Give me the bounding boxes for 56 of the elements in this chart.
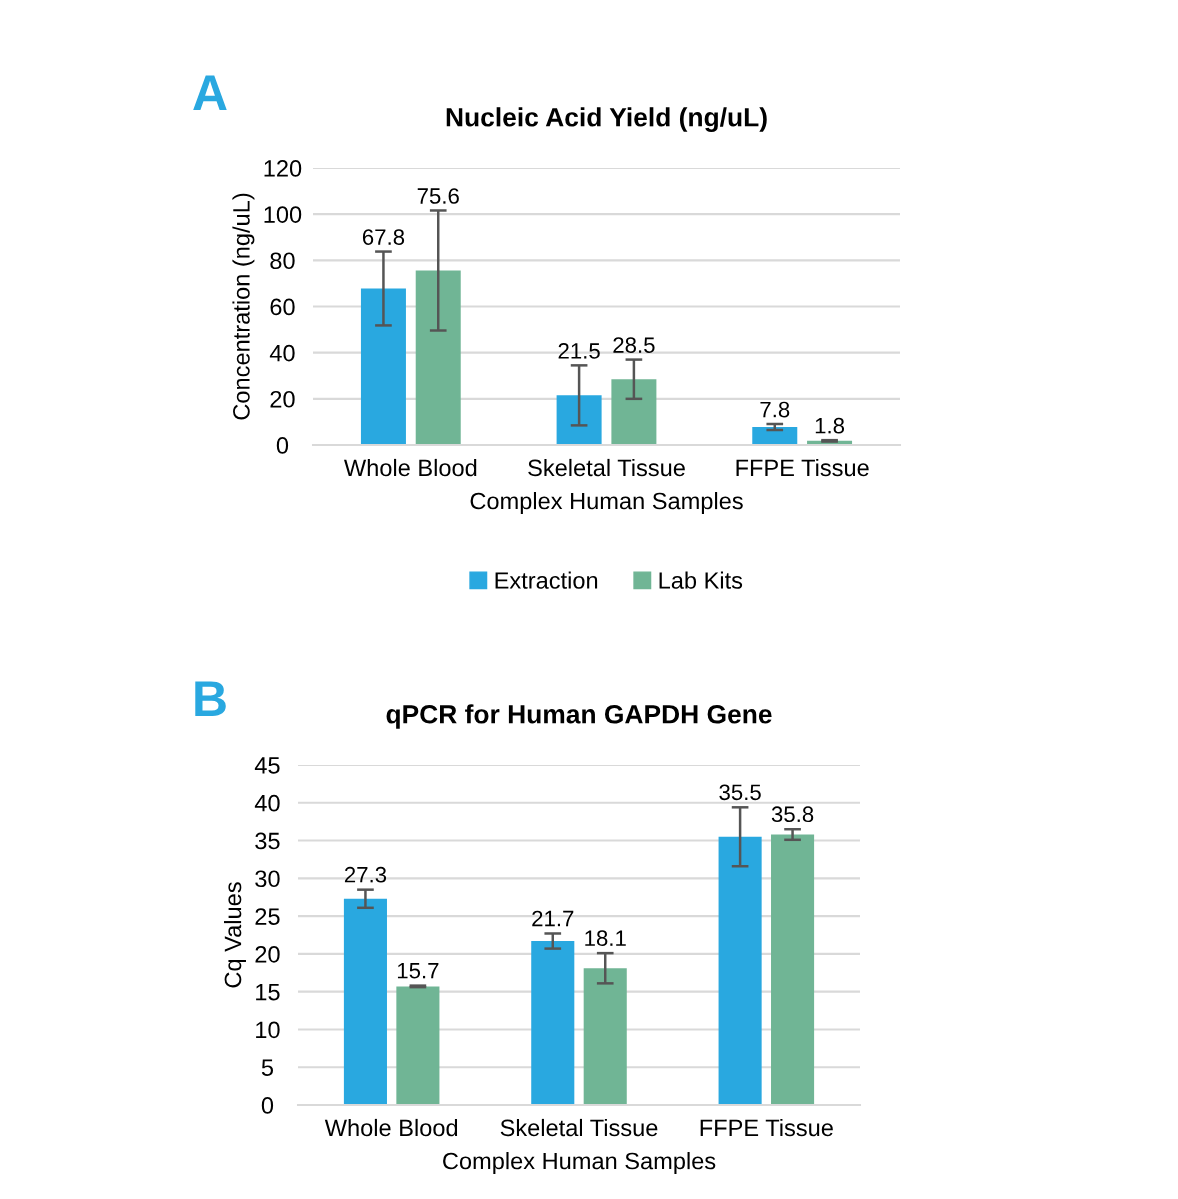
bar	[396, 986, 440, 1105]
y-tick-label: 5	[261, 1059, 274, 1077]
bar	[343, 898, 387, 1105]
y-tick-label: 25	[255, 908, 280, 925]
y-tick-label: 40	[269, 344, 295, 362]
y-tick-label: 100	[264, 206, 302, 223]
data-label: 75.6	[417, 188, 459, 204]
x-axis-title: Complex Human Samples	[443, 1152, 716, 1175]
y-tick-label: 10	[256, 1021, 280, 1039]
data-label: 15.7	[397, 963, 439, 979]
data-label: 21.7	[532, 910, 574, 927]
data-label: 27.3	[344, 866, 387, 883]
y-tick-label: 80	[270, 252, 295, 270]
y-tick-label: 20	[270, 390, 295, 408]
bar	[360, 288, 406, 445]
data-label: 28.5	[613, 337, 655, 353]
text: B	[195, 681, 226, 716]
y-axis-title: Cq Values	[223, 882, 246, 988]
chart-title: qPCR for Human GAPDH Gene	[386, 704, 772, 729]
chart-title: Nucleic Acid Yield (ng/uL)	[446, 107, 767, 132]
legend-label: Extraction	[495, 571, 598, 589]
bar	[415, 270, 461, 445]
bar	[611, 379, 657, 445]
x-tick-label: Whole Blood	[344, 458, 477, 477]
x-tick-label: FFPE Tissue	[736, 458, 869, 477]
bar	[531, 941, 575, 1105]
y-tick-label: 15	[256, 983, 280, 1001]
y-tick-label: 35	[255, 832, 280, 850]
y-tick-label: 30	[255, 870, 280, 888]
bar	[583, 968, 627, 1105]
y-tick-label: 120	[264, 160, 302, 177]
y-tick-label: 0	[261, 1097, 274, 1114]
data-label: 7.8	[760, 401, 790, 418]
data-label: 1.8	[815, 417, 845, 434]
y-tick-label: 40	[254, 794, 280, 812]
data-label: 18.1	[585, 930, 626, 947]
data-label: 21.5	[558, 343, 600, 359]
bar	[771, 834, 815, 1105]
bar	[752, 426, 798, 445]
x-tick-label: Whole Blood	[324, 1118, 458, 1137]
data-label: 67.8	[362, 229, 405, 245]
x-tick-label: Skeletal Tissue	[500, 1118, 658, 1137]
bar	[556, 395, 602, 445]
y-axis-title: Concentration (ng/uL)	[232, 193, 255, 420]
data-label: 35.8	[771, 806, 814, 823]
x-tick-label: Skeletal Tissue	[528, 458, 685, 477]
data-label: 35.5	[719, 784, 761, 801]
y-tick-label: 20	[255, 945, 280, 963]
x-tick-label: FFPE Tissue	[700, 1118, 833, 1137]
y-tick-label: 60	[270, 298, 295, 316]
y-tick-label: 45	[254, 757, 280, 774]
text: A	[193, 75, 227, 110]
bar	[718, 836, 762, 1105]
legend-label: Lab Kits	[659, 571, 743, 589]
y-tick-label: 0	[276, 437, 289, 454]
x-axis-title: Complex Human Samples	[470, 492, 743, 515]
